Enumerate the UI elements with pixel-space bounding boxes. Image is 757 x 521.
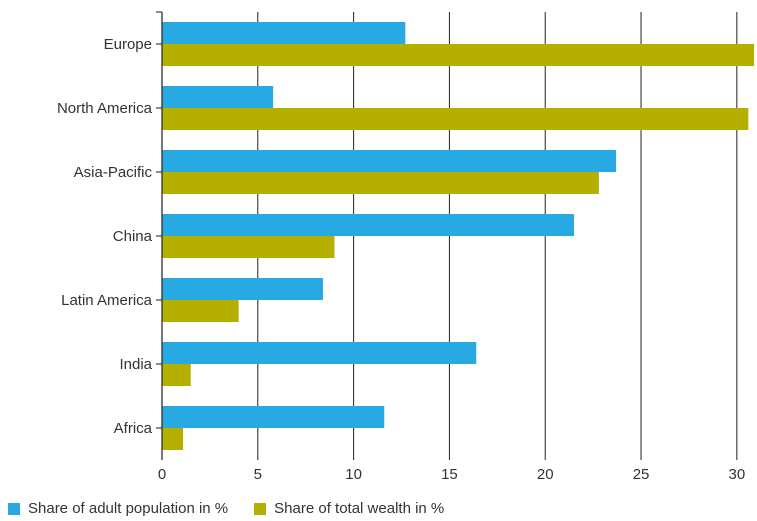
x-tick-label: 10: [345, 466, 362, 483]
bar-population: [162, 214, 574, 236]
legend: Share of adult population in % Share of …: [8, 500, 444, 517]
x-tick-label: 30: [728, 466, 745, 483]
bar-wealth: [162, 236, 335, 258]
bar-wealth: [162, 300, 239, 322]
bar-wealth: [162, 428, 184, 450]
category-label: Asia-Pacific: [74, 164, 153, 181]
legend-label-wealth: Share of total wealth in %: [274, 500, 445, 517]
category-label: North America: [57, 100, 153, 117]
legend-swatch-wealth: [254, 502, 267, 515]
category-label: Africa: [114, 420, 153, 437]
x-tick-label: 5: [254, 466, 262, 483]
category-label: China: [113, 228, 153, 245]
bar-wealth: [162, 172, 599, 194]
bar-wealth: [162, 44, 755, 66]
bar-population: [162, 278, 323, 300]
legend-label-population: Share of adult population in %: [28, 500, 229, 517]
category-label: Latin America: [61, 292, 153, 309]
category-label: India: [119, 356, 152, 373]
legend-swatch-population: [8, 502, 20, 515]
bar-population: [162, 22, 406, 44]
legend-item-population: Share of adult population in %: [8, 500, 228, 517]
bar-population: [162, 342, 477, 364]
x-tick-label: 20: [537, 466, 554, 483]
bar-population: [162, 406, 385, 428]
bar-wealth: [162, 364, 191, 386]
x-tick-label: 0: [158, 466, 166, 483]
category-label: Europe: [104, 36, 152, 53]
x-tick-label: 25: [633, 466, 650, 483]
bar-population: [162, 86, 274, 108]
x-tick-label: 15: [441, 466, 458, 483]
bar-wealth: [162, 108, 749, 130]
legend-item-wealth: Share of total wealth in %: [254, 500, 444, 517]
bar-population: [162, 150, 617, 172]
